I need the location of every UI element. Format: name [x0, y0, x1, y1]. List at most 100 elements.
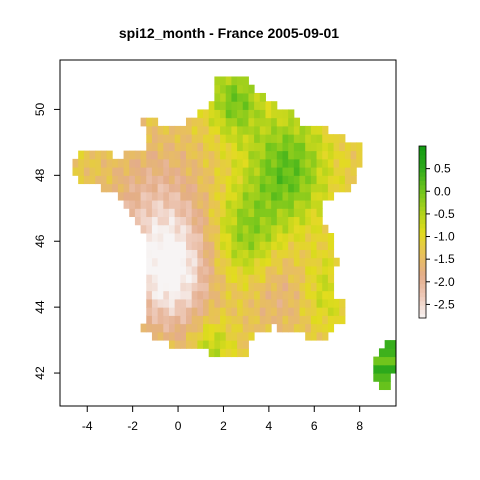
raster-cell — [373, 356, 380, 366]
raster-cell — [237, 298, 244, 308]
raster-cell — [106, 158, 113, 168]
legend-swatch — [419, 214, 426, 220]
raster-cell — [225, 158, 232, 168]
raster-cell — [174, 175, 181, 185]
raster-cell — [151, 158, 159, 168]
raster-cell — [265, 134, 272, 143]
raster-cell — [293, 265, 301, 275]
raster-cell — [282, 290, 289, 300]
raster-cell — [288, 142, 295, 152]
raster-cell — [220, 200, 227, 209]
raster-cell — [197, 298, 204, 308]
raster-cell — [299, 216, 306, 226]
raster-cell — [140, 208, 147, 218]
raster-cell — [214, 84, 221, 94]
raster-cell — [350, 150, 357, 160]
raster-cell — [305, 257, 312, 267]
raster-cell — [146, 216, 153, 226]
raster-cell — [168, 340, 176, 349]
raster-cell — [214, 183, 221, 193]
raster-cell — [174, 265, 181, 275]
raster-cell — [322, 331, 329, 341]
raster-cell — [339, 142, 346, 152]
raster-cell — [163, 208, 170, 218]
raster-cell — [310, 241, 318, 250]
raster-cell — [254, 241, 261, 250]
raster-cell — [316, 158, 323, 168]
raster-cell — [146, 241, 153, 250]
raster-cell — [242, 175, 249, 185]
raster-cell — [129, 183, 136, 193]
raster-cell — [163, 167, 170, 176]
legend-swatch — [419, 210, 426, 216]
raster-cell — [180, 265, 187, 275]
raster-cell — [293, 183, 301, 193]
raster-cell — [208, 315, 215, 325]
raster-cell — [259, 307, 266, 316]
raster-cell — [186, 183, 193, 193]
raster-cell — [168, 274, 176, 283]
raster-cell — [237, 216, 244, 226]
raster-cell — [282, 125, 289, 135]
raster-cell — [231, 84, 238, 94]
raster-cell — [282, 323, 289, 333]
raster-cell — [203, 315, 210, 325]
raster-cell — [242, 274, 249, 283]
raster-cell — [231, 76, 238, 86]
raster-cell — [174, 331, 181, 341]
legend-swatch — [419, 180, 426, 186]
raster-cell — [288, 298, 295, 308]
raster-cell — [293, 298, 301, 308]
raster-cell — [310, 224, 318, 234]
raster-cell — [276, 125, 283, 135]
raster-cell — [157, 265, 164, 275]
raster-cell — [288, 125, 295, 135]
legend-swatch — [419, 275, 426, 280]
raster-cell — [288, 150, 295, 160]
raster-cell — [157, 224, 164, 234]
raster-cell — [259, 117, 266, 127]
raster-cell — [146, 167, 153, 176]
raster-cell — [146, 233, 153, 242]
raster-cell — [78, 150, 85, 160]
raster-cell — [344, 150, 352, 160]
raster-cell — [327, 274, 335, 283]
raster-cell — [333, 183, 340, 193]
raster-cell — [129, 208, 136, 218]
raster-cell — [214, 150, 221, 160]
raster-cell — [305, 150, 312, 160]
raster-cell — [293, 315, 301, 325]
raster-cell — [237, 175, 244, 185]
raster-cell — [339, 183, 346, 193]
raster-cell — [265, 150, 272, 160]
raster-cell — [356, 158, 363, 168]
raster-cell — [163, 307, 170, 316]
raster-cell — [225, 265, 232, 275]
raster-cell — [248, 282, 255, 292]
raster-cell — [322, 282, 329, 292]
raster-cell — [174, 224, 181, 234]
raster-cell — [237, 307, 244, 316]
raster-cell — [225, 125, 232, 135]
legend-swatch — [419, 287, 426, 293]
raster-cell — [191, 241, 198, 250]
raster-cell — [157, 331, 164, 341]
raster-cell — [151, 167, 159, 176]
raster-cell — [203, 265, 210, 275]
raster-cell — [282, 109, 289, 119]
raster-cell — [146, 175, 153, 185]
raster-cell — [151, 282, 159, 292]
raster-cell — [310, 282, 318, 292]
raster-cell — [208, 134, 215, 143]
raster-cell — [316, 125, 323, 135]
raster-cell — [299, 290, 306, 300]
raster-cell — [197, 323, 204, 333]
raster-cell — [140, 175, 147, 185]
raster-cell — [134, 216, 142, 226]
raster-cell — [191, 158, 198, 168]
raster-cell — [299, 125, 306, 135]
raster-cell — [305, 183, 312, 193]
raster-cell — [168, 216, 176, 226]
raster-cell — [197, 208, 204, 218]
raster-cell — [123, 150, 130, 160]
